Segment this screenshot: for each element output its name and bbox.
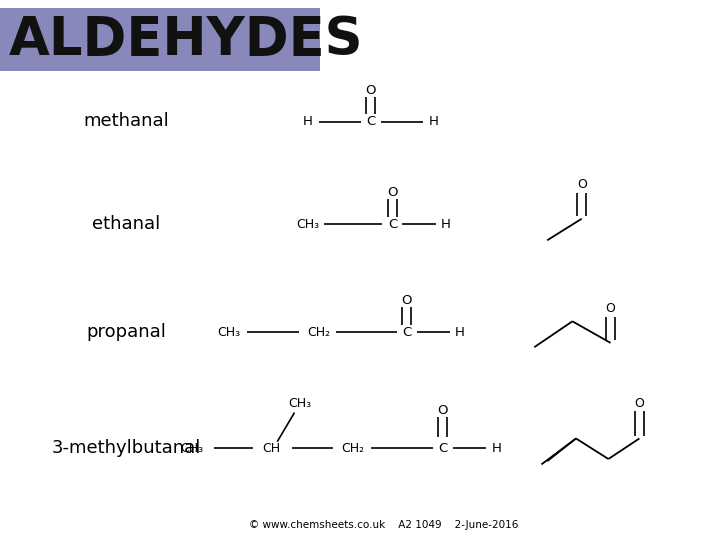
Text: 3-methylbutanal: 3-methylbutanal (51, 439, 201, 457)
Text: H: H (441, 218, 451, 231)
Text: C: C (388, 218, 397, 231)
Text: C: C (366, 115, 375, 128)
Text: O: O (606, 302, 616, 315)
Text: ethanal: ethanal (92, 215, 160, 233)
Text: CH₂: CH₂ (341, 442, 364, 455)
Text: O: O (438, 404, 448, 417)
Text: H: H (455, 326, 465, 339)
Text: O: O (366, 84, 376, 97)
Text: H: H (429, 115, 439, 128)
Text: propanal: propanal (86, 323, 166, 341)
Text: CH₃: CH₃ (181, 442, 204, 455)
Text: O: O (402, 294, 412, 307)
Text: CH₃: CH₃ (289, 397, 312, 410)
Text: O: O (634, 397, 644, 410)
FancyBboxPatch shape (0, 8, 320, 71)
Text: © www.chemsheets.co.uk    A2 1049    2-June-2016: © www.chemsheets.co.uk A2 1049 2-June-20… (249, 520, 518, 530)
Text: O: O (577, 178, 587, 191)
Text: C: C (402, 326, 411, 339)
Text: CH₂: CH₂ (307, 326, 330, 339)
Text: C: C (438, 442, 447, 455)
Text: CH: CH (262, 442, 281, 455)
Text: H: H (492, 442, 502, 455)
Text: CH₃: CH₃ (217, 326, 240, 339)
Text: methanal: methanal (83, 112, 169, 131)
Text: ALDEHYDES: ALDEHYDES (9, 15, 364, 66)
Text: H: H (302, 115, 312, 128)
Text: CH₃: CH₃ (296, 218, 319, 231)
Text: O: O (387, 186, 397, 199)
